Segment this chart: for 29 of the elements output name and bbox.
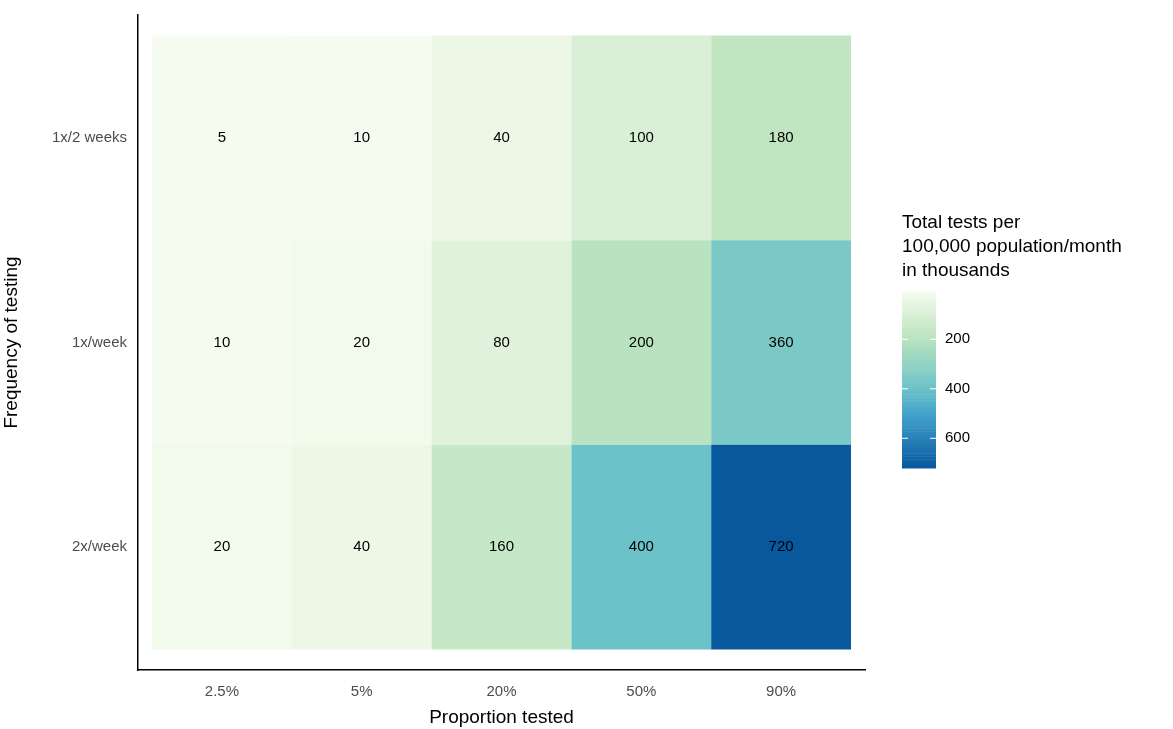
- y-tick-label: 2x/week: [71, 537, 128, 555]
- x-tick-label: 5%: [350, 682, 373, 700]
- data-label: 360: [768, 332, 794, 350]
- color-bar-label: 600: [945, 428, 971, 446]
- data-label: 5: [217, 127, 227, 145]
- data-label: 180: [768, 127, 794, 145]
- y-tick-label: 1x/2 weeks: [51, 127, 127, 145]
- data-label: 400: [628, 537, 654, 555]
- data-label: 20: [213, 537, 231, 555]
- data-label: 200: [628, 332, 654, 350]
- data-label: 20: [353, 332, 371, 350]
- x-tick-label: 2.5%: [204, 682, 239, 700]
- y-axis-title: Frequency of testing: [0, 256, 21, 429]
- x-tick-label: 50%: [626, 682, 657, 700]
- x-axis-title: Proportion tested: [429, 705, 574, 727]
- x-tick-label: 90%: [766, 682, 797, 700]
- legend-title: Total tests per 100,000 population/month in thousands: [902, 211, 1122, 280]
- data-label: 100: [628, 127, 654, 145]
- data-label: 160: [488, 537, 515, 555]
- data-label: 40: [493, 127, 510, 145]
- y-tick-label: 1x/week: [71, 332, 128, 350]
- data-label: 10: [213, 332, 231, 350]
- color-bar-label: 400: [945, 378, 971, 396]
- data-label: 40: [353, 537, 371, 555]
- data-label: 10: [353, 127, 371, 145]
- color-bar-label: 200: [945, 329, 971, 347]
- x-tick-label: 20%: [486, 682, 517, 700]
- data-label: 80: [493, 332, 510, 350]
- data-label: 720: [768, 537, 794, 555]
